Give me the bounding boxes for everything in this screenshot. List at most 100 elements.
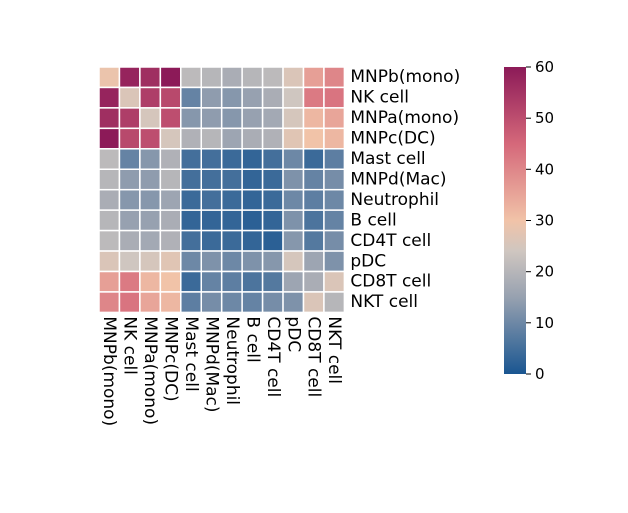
heatmap-cell	[241, 229, 264, 252]
heatmap-cell	[118, 291, 141, 314]
colorbar-tick-label: 60	[535, 58, 554, 76]
heatmap-cell	[180, 209, 203, 232]
row-label: Mast cell	[350, 149, 425, 169]
heatmap-cell	[323, 107, 346, 130]
heatmap-cell	[241, 270, 264, 293]
colorbar-tick-label: 30	[535, 212, 554, 230]
column-label: pDC	[283, 316, 303, 352]
row-label: NK cell	[350, 88, 409, 108]
heatmap-cell	[139, 270, 162, 293]
heatmap-cell	[159, 168, 182, 191]
heatmap-cell	[118, 148, 141, 171]
heatmap-cell	[200, 291, 223, 314]
column-label: MNPd(Mac)	[202, 316, 222, 412]
heatmap-cell	[220, 148, 243, 171]
heatmap-cell	[139, 168, 162, 191]
heatmap-cell	[323, 66, 346, 89]
heatmap-cell	[220, 188, 243, 211]
heatmap-cells	[98, 66, 346, 314]
heatmap-cell	[98, 168, 121, 191]
heatmap-cell	[323, 209, 346, 232]
column-label: MNPa(mono)	[140, 316, 160, 425]
column-label: CD4T cell	[263, 316, 283, 397]
heatmap-cell	[159, 107, 182, 130]
heatmap-cell	[180, 86, 203, 109]
heatmap-cell	[200, 168, 223, 191]
heatmap-cell	[159, 148, 182, 171]
heatmap-cell	[261, 86, 284, 109]
heatmap-cell	[180, 148, 203, 171]
heatmap-cell	[261, 188, 284, 211]
row-label: MNPa(mono)	[350, 108, 459, 128]
heatmap-cell	[282, 209, 305, 232]
heatmap-cell	[118, 250, 141, 273]
colorbar-tick-label: 10	[535, 314, 554, 332]
heatmap-cell	[98, 127, 121, 150]
heatmap-cell	[302, 188, 325, 211]
column-label: Mast cell	[181, 316, 201, 391]
heatmap-cell	[159, 127, 182, 150]
heatmap-cell	[220, 250, 243, 273]
heatmap-cell	[261, 291, 284, 314]
heatmap-cell	[302, 168, 325, 191]
heatmap-cell	[200, 148, 223, 171]
heatmap-cell	[139, 250, 162, 273]
heatmap-cell	[98, 209, 121, 232]
heatmap-cell	[180, 107, 203, 130]
heatmap-cell	[118, 229, 141, 252]
heatmap-cell	[118, 66, 141, 89]
heatmap-cell	[261, 127, 284, 150]
heatmap-cell	[282, 229, 305, 252]
heatmap-cell	[302, 148, 325, 171]
row-labels: MNPb(mono)NK cellMNPa(mono)MNPc(DC)Mast …	[350, 67, 460, 312]
heatmap-cell	[180, 250, 203, 273]
heatmap-cell	[282, 168, 305, 191]
heatmap-cell	[180, 168, 203, 191]
heatmap-cell	[98, 188, 121, 211]
heatmap-cell	[282, 127, 305, 150]
colorbar-tick-label: 0	[535, 365, 545, 383]
heatmap-cell	[261, 209, 284, 232]
heatmap-cell	[159, 270, 182, 293]
heatmap-cell	[159, 209, 182, 232]
row-label: Neutrophil	[350, 190, 439, 210]
row-label: NKT cell	[350, 292, 418, 312]
heatmap-cell	[220, 66, 243, 89]
heatmap-cell	[261, 148, 284, 171]
heatmap-cell	[98, 250, 121, 273]
heatmap-cell	[302, 86, 325, 109]
heatmap-cell	[159, 66, 182, 89]
heatmap-cell	[282, 107, 305, 130]
heatmap-cell	[241, 209, 264, 232]
heatmap-cell	[220, 291, 243, 314]
heatmap-cell	[180, 270, 203, 293]
heatmap-cell	[241, 107, 264, 130]
heatmap-cell	[159, 229, 182, 252]
heatmap-cell	[241, 188, 264, 211]
heatmap-cell	[118, 168, 141, 191]
heatmap-cell	[241, 291, 264, 314]
heatmap-cell	[200, 86, 223, 109]
heatmap-cell	[323, 188, 346, 211]
colorbar	[504, 67, 526, 374]
heatmap-cell	[139, 291, 162, 314]
heatmap-cell	[323, 127, 346, 150]
heatmap-cell	[282, 250, 305, 273]
heatmap-cell	[180, 229, 203, 252]
heatmap-cell	[98, 148, 121, 171]
heatmap-cell	[200, 127, 223, 150]
column-label: NK cell	[120, 316, 140, 375]
heatmap-cell	[180, 127, 203, 150]
heatmap-cell	[139, 148, 162, 171]
heatmap-cell	[323, 291, 346, 314]
heatmap-cell	[323, 148, 346, 171]
heatmap-cell	[159, 250, 182, 273]
heatmap-cell	[261, 229, 284, 252]
heatmap-cell	[139, 66, 162, 89]
heatmap-cell	[241, 250, 264, 273]
heatmap-cell	[180, 66, 203, 89]
heatmap-cell	[159, 291, 182, 314]
heatmap-cell	[282, 148, 305, 171]
row-label: CD8T cell	[350, 272, 431, 292]
heatmap-cell	[302, 127, 325, 150]
